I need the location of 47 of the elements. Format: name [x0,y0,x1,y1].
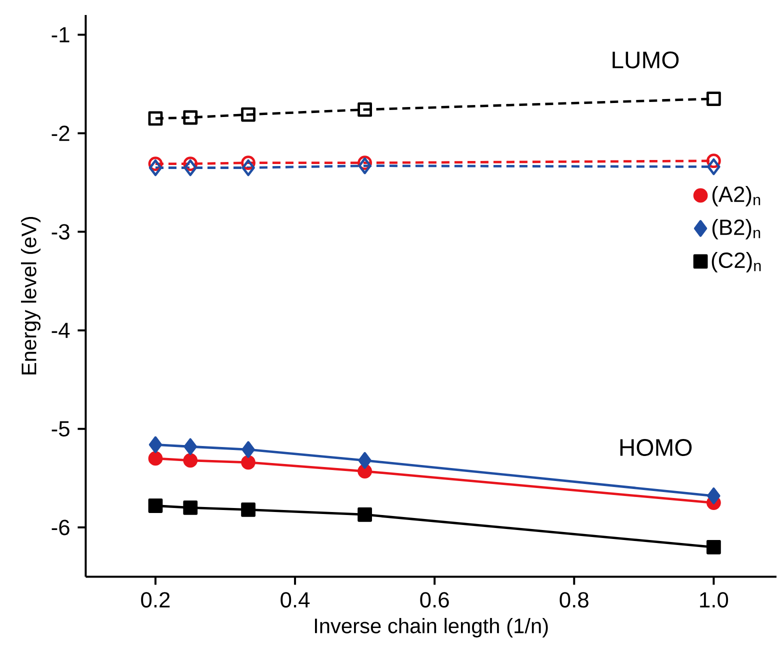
y-tick-label: -4 [52,322,70,338]
y-tick-label: -5 [52,421,70,437]
point [242,159,255,176]
point [241,156,256,170]
point [148,498,163,513]
point [358,157,372,174]
point [358,102,372,117]
point [183,156,198,171]
y-axis-title: Energy level (eV) [21,216,40,374]
x-tick-label: 0.8 [560,592,588,608]
point [241,455,256,470]
point [148,111,163,126]
annotation: LUMO [612,51,679,68]
point [706,92,721,106]
y-tick-label: -1 [52,27,70,42]
y-tick-label: -2 [52,126,70,141]
point [358,156,372,170]
y-tick-label: -6 [52,520,70,536]
point [707,488,720,504]
point [358,452,372,469]
point [242,441,255,458]
point [148,156,163,171]
point [148,159,162,176]
point [241,107,256,122]
x-tick-label: 1.0 [700,592,728,608]
point [184,438,197,456]
legend-label: (C2)$_{n}$ [712,252,761,272]
x-axis-title: Inverse chain length (1/n) [314,618,548,638]
point [707,158,720,176]
x-tick-label: 0.2 [141,592,170,608]
y-tick-label: -3 [52,224,70,240]
point [183,110,198,125]
annotation: HOMO [620,439,692,456]
point [183,500,198,515]
point [183,453,198,468]
point [358,507,372,522]
point [184,159,197,176]
legend-label: (A2)$_{n}$ [712,186,760,206]
point [148,451,163,466]
point [358,464,372,478]
x-tick-label: 0.6 [420,592,449,608]
point [148,436,162,454]
point [706,154,721,168]
point [706,540,721,554]
legend-label: (B2)$_{n}$ [712,218,760,240]
x-tick-label: 0.4 [280,592,310,608]
point [241,502,256,517]
